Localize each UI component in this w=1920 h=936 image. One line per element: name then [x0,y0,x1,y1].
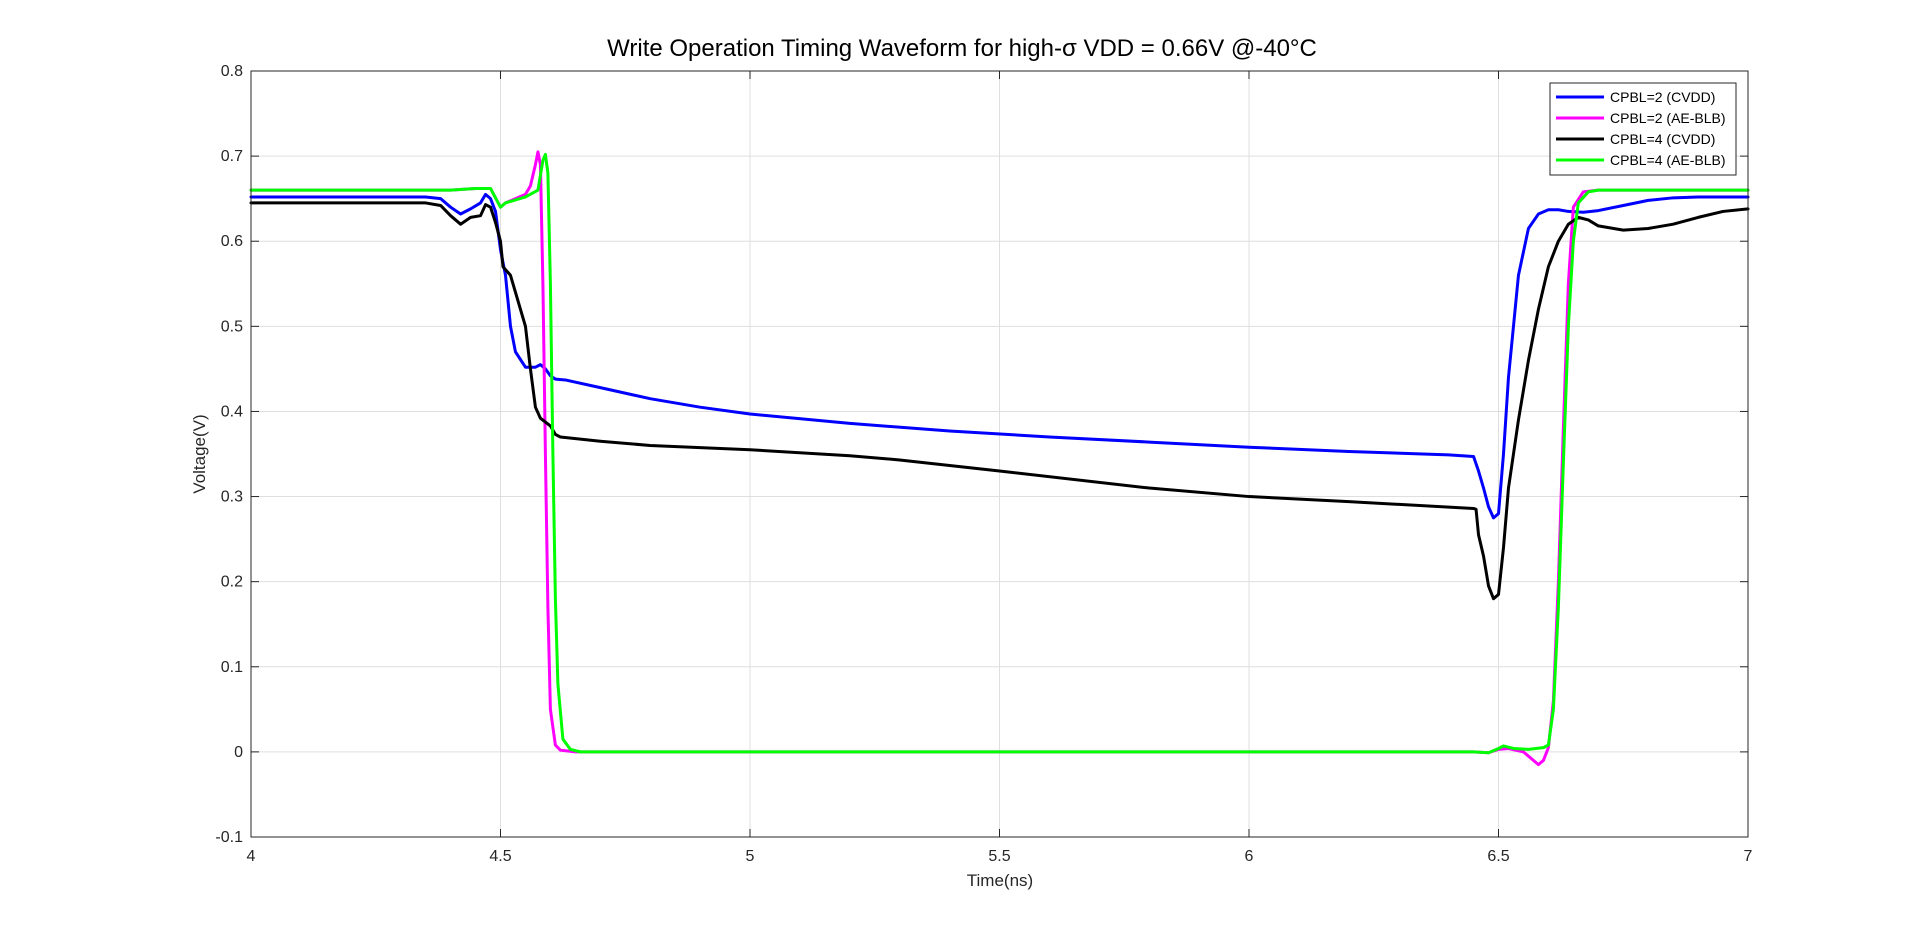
y-tick-label: 0 [234,744,243,761]
y-axis-label: Voltage(V) [190,414,209,493]
x-tick-label: 6.5 [1487,848,1509,865]
legend-label: CPBL=2 (CVDD) [1610,89,1715,105]
y-tick-label: 0.3 [221,489,243,506]
x-tick-label: 4 [247,848,256,865]
y-tick-label: 0.6 [221,233,243,250]
ticks: 4 4.5 5 5.5 6 6.5 7 -0.1 0 0.1 0.2 0.3 0.4 0.5 0.6 0.7 0… [215,63,1752,865]
x-tick-label: 4.5 [489,848,511,865]
y-tick-label: 0.7 [221,148,243,165]
series-lines [249,150,1750,767]
legend: CPBL=2 (CVDD) CPBL=2 (AE-BLB) CPBL=4 (CVDD… [1549,82,1737,176]
legend-label: CPBL=4 (AE-BLB) [1610,152,1726,168]
x-tick-label: 5.5 [988,848,1010,865]
y-tick-label: 0.2 [221,574,243,591]
series-line [249,192,1750,520]
x-tick-label: 7 [1744,848,1753,865]
y-tick-label: -0.1 [215,829,243,846]
y-tick-label: 0.5 [221,318,243,335]
x-axis-label: Time(ns) [967,871,1033,890]
chart-title: Write Operation Timing Waveform for high… [607,35,1317,62]
grid [250,70,1749,838]
x-tick-label: 5 [746,848,755,865]
y-tick-label: 0.1 [221,659,243,676]
legend-label: CPBL=2 (AE-BLB) [1610,110,1726,126]
series-line [249,201,1750,601]
y-tick-label: 0.4 [221,403,243,420]
series-line [249,152,1750,755]
x-tick-label: 6 [1245,848,1254,865]
legend-label: CPBL=4 (CVDD) [1610,131,1715,147]
y-tick-label: 0.8 [221,63,243,80]
